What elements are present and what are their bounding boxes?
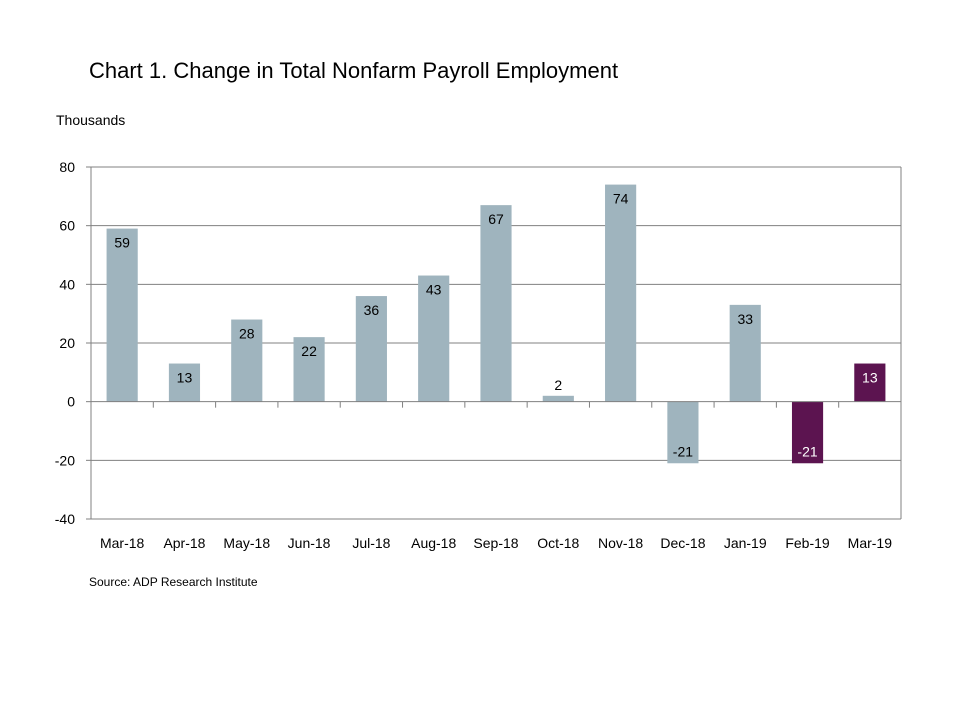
data-label: 22 — [301, 343, 317, 359]
y-tick-label: -20 — [55, 452, 75, 468]
y-axis-unit-label: Thousands — [56, 112, 126, 128]
x-tick-label: Jul-18 — [352, 535, 390, 551]
bar — [293, 337, 325, 402]
source-note: Source: ADP Research Institute — [89, 575, 258, 589]
bar — [480, 205, 512, 402]
x-tick-label: Jan-19 — [724, 535, 767, 551]
y-tick-label: 40 — [59, 276, 75, 292]
bar — [667, 401, 699, 464]
data-label: -21 — [673, 443, 693, 459]
x-tick-label: Sep-18 — [473, 535, 518, 551]
x-tick-label: Nov-18 — [598, 535, 643, 551]
x-tick-label: Mar-18 — [100, 535, 145, 551]
x-tick-label: Feb-19 — [785, 535, 830, 551]
y-tick-label: 20 — [59, 335, 75, 351]
data-label: 2 — [554, 377, 562, 393]
data-label: 43 — [426, 282, 442, 298]
bar — [418, 275, 450, 402]
x-tick-label: Oct-18 — [537, 535, 579, 551]
bar — [168, 363, 201, 402]
y-tick-label: 0 — [67, 394, 75, 410]
bar — [355, 296, 387, 402]
chart-title: Chart 1. Change in Total Nonfarm Payroll… — [89, 58, 619, 83]
y-tick-label: 80 — [59, 159, 75, 175]
data-label: 13 — [177, 370, 193, 386]
data-label: 67 — [488, 211, 504, 227]
y-tick-label: -40 — [55, 511, 75, 527]
x-tick-label: Mar-19 — [848, 535, 893, 551]
x-tick-label: Jun-18 — [288, 535, 331, 551]
data-label: 33 — [737, 311, 753, 327]
bar — [605, 184, 637, 402]
data-label: 28 — [239, 326, 255, 342]
x-tick-label: Apr-18 — [163, 535, 205, 551]
x-tick-label: Aug-18 — [411, 535, 456, 551]
x-tick-label: Dec-18 — [660, 535, 705, 551]
data-label: -21 — [797, 443, 817, 459]
bar — [231, 319, 263, 402]
bar — [791, 401, 824, 464]
data-label: 59 — [114, 235, 130, 251]
bar — [542, 395, 574, 402]
bar — [729, 304, 761, 402]
x-tick-label: May-18 — [223, 535, 270, 551]
y-tick-label: 60 — [59, 218, 75, 234]
data-label: 13 — [862, 370, 878, 386]
data-label: 36 — [364, 302, 380, 318]
data-label: 74 — [613, 191, 629, 207]
bar — [854, 363, 886, 402]
bar — [106, 228, 138, 402]
